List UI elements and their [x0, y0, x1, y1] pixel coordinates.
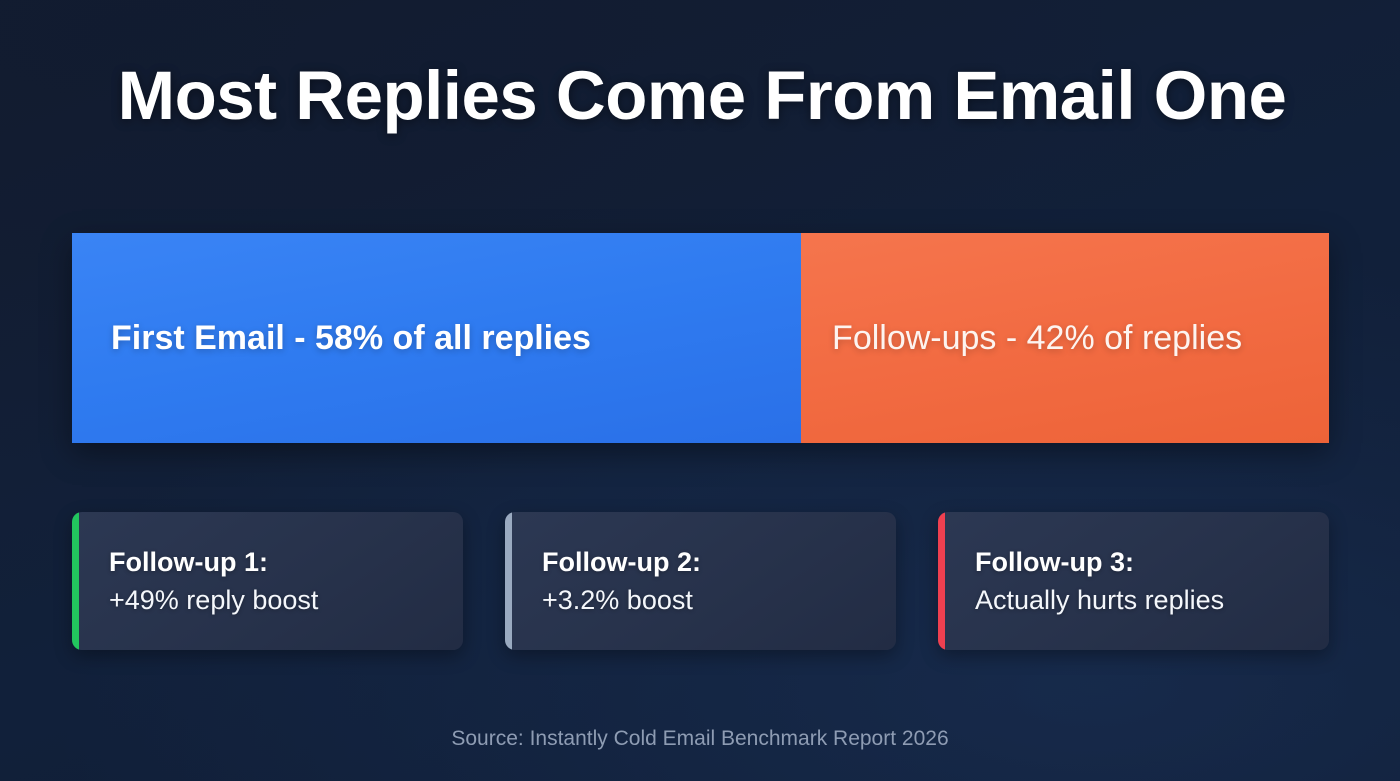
accent-bar-green	[72, 512, 79, 650]
bar-segment-follow-ups-label: Follow-ups - 42% of replies	[832, 319, 1243, 357]
accent-bar-grey	[505, 512, 512, 650]
follow-up-card-list: Follow-up 1: +49% reply boost Follow-up …	[72, 512, 1329, 650]
stacked-bar-chart: First Email - 58% of all replies Follow-…	[72, 233, 1329, 443]
follow-up-card-1-value: +49% reply boost	[109, 585, 319, 615]
bar-segment-follow-ups: Follow-ups - 42% of replies	[801, 233, 1329, 443]
follow-up-card-3-value: Actually hurts replies	[975, 585, 1225, 615]
bar-segment-first-email: First Email - 58% of all replies	[72, 233, 802, 443]
follow-up-card-1-title: Follow-up 1:	[109, 547, 268, 577]
page-title: Most Replies Come From Email One	[117, 57, 1287, 134]
bar-segment-first-email-label: First Email - 58% of all replies	[111, 319, 591, 357]
source-note: Source: Instantly Cold Email Benchmark R…	[451, 727, 949, 750]
follow-up-card-2-title: Follow-up 2:	[542, 547, 701, 577]
follow-up-card-2-value: +3.2% boost	[542, 585, 693, 615]
follow-up-card-1: Follow-up 1: +49% reply boost	[72, 512, 463, 650]
accent-bar-red	[938, 512, 945, 650]
follow-up-card-3-title: Follow-up 3:	[975, 547, 1134, 577]
follow-up-card-2: Follow-up 2: +3.2% boost	[505, 512, 896, 650]
follow-up-card-3: Follow-up 3: Actually hurts replies	[938, 512, 1329, 650]
